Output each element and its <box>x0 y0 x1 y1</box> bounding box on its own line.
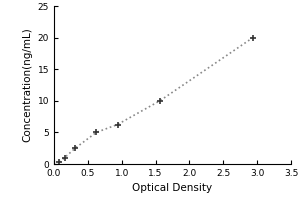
Y-axis label: Concentration(ng/mL): Concentration(ng/mL) <box>22 28 32 142</box>
X-axis label: Optical Density: Optical Density <box>132 183 213 193</box>
